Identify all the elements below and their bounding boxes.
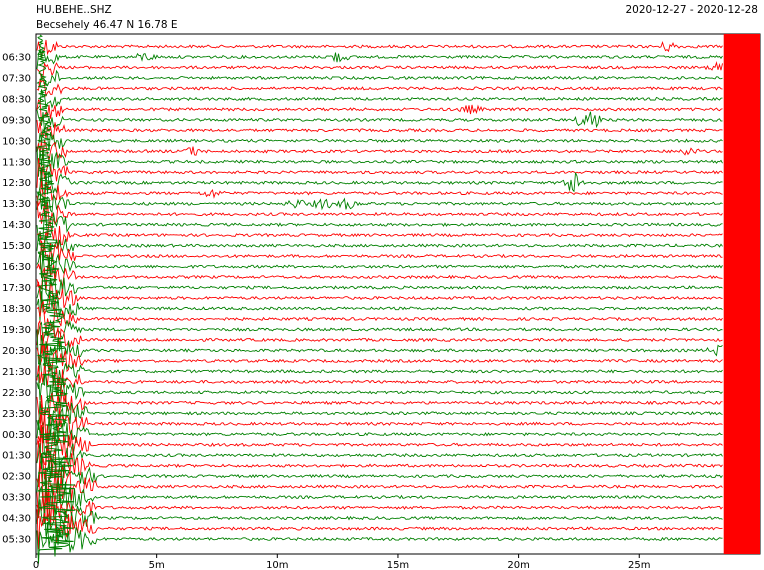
trace-47 xyxy=(36,521,723,564)
trace-44 xyxy=(36,488,723,527)
trace-0 xyxy=(36,39,723,58)
time-label: 15:30 xyxy=(2,241,31,252)
time-label: 08:30 xyxy=(2,94,31,105)
time-label: 04:30 xyxy=(2,514,31,525)
trace-1 xyxy=(36,48,723,70)
trace-33 xyxy=(36,373,723,404)
trace-37 xyxy=(36,416,723,456)
time-label: 11:30 xyxy=(2,157,31,168)
trace-31 xyxy=(36,354,723,390)
trace-36 xyxy=(36,403,723,445)
trace-16 xyxy=(36,201,723,225)
traces xyxy=(35,33,761,564)
trace-12 xyxy=(36,158,723,188)
trace-4 xyxy=(36,78,723,98)
trace-5 xyxy=(36,89,723,110)
time-label: 14:30 xyxy=(2,220,31,231)
trace-45 xyxy=(36,499,723,537)
trace-17 xyxy=(36,211,723,242)
time-label: 18:30 xyxy=(2,304,31,315)
time-label: 19:30 xyxy=(2,325,31,336)
trace-27 xyxy=(36,319,723,341)
date-range: 2020-12-27 - 2020-12-28 xyxy=(625,4,758,16)
time-label: 07:30 xyxy=(2,73,31,84)
trace-2 xyxy=(36,60,723,79)
time-label: 02:30 xyxy=(2,472,31,483)
no-data-block xyxy=(723,34,760,554)
trace-40 xyxy=(36,445,723,488)
trace-15 xyxy=(36,191,723,214)
trace-10 xyxy=(36,139,723,162)
x-axis: 0 5m 10m 15m 20m 25m xyxy=(33,554,650,570)
time-label: 16:30 xyxy=(2,262,31,273)
trace-24 xyxy=(36,281,723,315)
x-tick-label: 5m xyxy=(149,560,165,570)
x-tick-label: 25m xyxy=(628,560,650,570)
trace-3 xyxy=(36,69,723,88)
time-label: 12:30 xyxy=(2,178,31,189)
trace-29 xyxy=(36,330,723,368)
trace-28 xyxy=(36,320,723,354)
trace-20 xyxy=(36,240,723,270)
trace-30 xyxy=(36,344,723,373)
trace-21 xyxy=(36,251,723,279)
station-code: HU.BEHE..SHZ xyxy=(36,4,112,16)
trace-32 xyxy=(36,364,723,395)
time-labels: 06:30 07:30 08:30 09:30 10:30 11:30 12:30 13:30… xyxy=(2,52,31,545)
trace-34 xyxy=(36,389,723,424)
time-label: 23:30 xyxy=(2,409,31,420)
trace-41 xyxy=(36,453,723,493)
x-tick-label: 0 xyxy=(33,560,39,570)
trace-35 xyxy=(36,398,723,430)
station-info: Becsehely 46.47 N 16.78 E xyxy=(36,19,178,31)
drift-overlay xyxy=(36,34,76,552)
time-label: 05:30 xyxy=(2,535,31,546)
trace-25 xyxy=(36,291,723,322)
time-label: 00:30 xyxy=(2,430,31,441)
time-label: 09:30 xyxy=(2,115,31,126)
x-tick-label: 20m xyxy=(507,560,529,570)
trace-38 xyxy=(36,424,723,466)
trace-13 xyxy=(36,167,723,198)
time-label: 10:30 xyxy=(2,136,31,147)
trace-9 xyxy=(36,128,723,153)
trace-7 xyxy=(36,109,723,132)
x-tick-label: 10m xyxy=(266,560,288,570)
time-label: 21:30 xyxy=(2,367,31,378)
trace-43 xyxy=(36,475,723,522)
trace-19 xyxy=(36,234,723,261)
trace-26 xyxy=(36,302,723,335)
time-label: 06:30 xyxy=(2,52,31,63)
trace-23 xyxy=(36,273,723,305)
time-label: 17:30 xyxy=(2,283,31,294)
trace-11 xyxy=(36,146,723,177)
trace-42 xyxy=(36,462,723,512)
trace-18 xyxy=(36,221,723,253)
trace-22 xyxy=(36,264,723,292)
trace-46 xyxy=(36,509,723,550)
time-label: 13:30 xyxy=(2,199,31,210)
time-label: 03:30 xyxy=(2,493,31,504)
trace-14 xyxy=(36,180,723,207)
time-label: 20:30 xyxy=(2,346,31,357)
trace-39 xyxy=(36,439,723,470)
x-tick-label: 15m xyxy=(387,560,409,570)
trace-8 xyxy=(36,120,723,140)
time-label: 01:30 xyxy=(2,451,31,462)
trace-6 xyxy=(36,99,723,123)
time-label: 22:30 xyxy=(2,388,31,399)
